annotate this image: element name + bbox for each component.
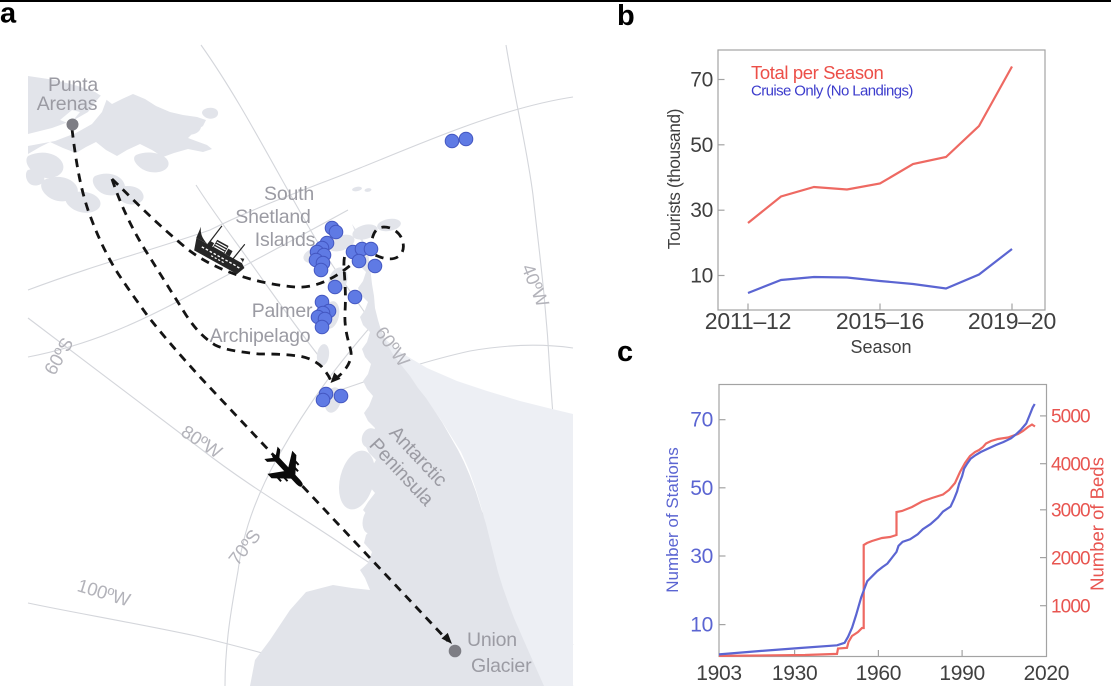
svg-text:70ºS: 70ºS bbox=[224, 526, 264, 570]
svg-text:50: 50 bbox=[690, 477, 713, 500]
svg-text:Total per Season: Total per Season bbox=[751, 62, 884, 83]
svg-text:Islands: Islands bbox=[255, 229, 316, 251]
svg-text:a: a bbox=[0, 0, 17, 30]
svg-text:50: 50 bbox=[690, 134, 713, 157]
svg-text:2020: 2020 bbox=[1024, 662, 1070, 685]
svg-text:1990: 1990 bbox=[939, 662, 985, 685]
svg-text:3000: 3000 bbox=[1051, 501, 1090, 522]
svg-text:5000: 5000 bbox=[1051, 407, 1090, 428]
svg-text:Number of Beds: Number of Beds bbox=[1087, 457, 1108, 591]
svg-text:10: 10 bbox=[690, 614, 713, 637]
svg-text:Shetland: Shetland bbox=[235, 206, 310, 228]
svg-text:100ºW: 100ºW bbox=[75, 575, 134, 611]
svg-text:Number of Stations: Number of Stations bbox=[663, 447, 682, 593]
svg-text:1960: 1960 bbox=[856, 662, 902, 685]
svg-text:Punta: Punta bbox=[48, 74, 98, 96]
svg-text:2019–20: 2019–20 bbox=[968, 308, 1056, 334]
svg-text:10: 10 bbox=[690, 265, 713, 288]
svg-text:2015–16: 2015–16 bbox=[836, 308, 924, 334]
svg-text:1000: 1000 bbox=[1051, 596, 1090, 617]
svg-text:Glacier: Glacier bbox=[471, 655, 532, 677]
svg-text:1903: 1903 bbox=[696, 662, 742, 685]
svg-text:30: 30 bbox=[690, 545, 713, 568]
svg-text:Palmer: Palmer bbox=[252, 300, 313, 322]
svg-text:4000: 4000 bbox=[1051, 454, 1090, 475]
svg-text:South: South bbox=[264, 183, 314, 205]
svg-text:2011–12: 2011–12 bbox=[705, 308, 791, 334]
svg-text:70: 70 bbox=[690, 69, 713, 92]
svg-text:b: b bbox=[617, 0, 635, 32]
svg-text:Archipelago: Archipelago bbox=[210, 325, 311, 347]
svg-text:40ºW: 40ºW bbox=[518, 261, 554, 310]
svg-text:80ºW: 80ºW bbox=[178, 421, 227, 463]
svg-text:c: c bbox=[617, 336, 633, 368]
svg-text:30: 30 bbox=[690, 199, 713, 222]
svg-text:60ºS: 60ºS bbox=[40, 334, 78, 378]
svg-text:2000: 2000 bbox=[1051, 548, 1090, 569]
svg-text:Season: Season bbox=[850, 337, 911, 357]
svg-text:Tourists (thousand): Tourists (thousand) bbox=[664, 109, 684, 249]
svg-text:Arenas: Arenas bbox=[37, 93, 98, 115]
svg-text:70: 70 bbox=[690, 409, 713, 432]
svg-text:Cruise Only (No Landings): Cruise Only (No Landings) bbox=[751, 83, 913, 100]
svg-text:Union: Union bbox=[467, 629, 517, 651]
svg-text:1930: 1930 bbox=[772, 662, 818, 685]
